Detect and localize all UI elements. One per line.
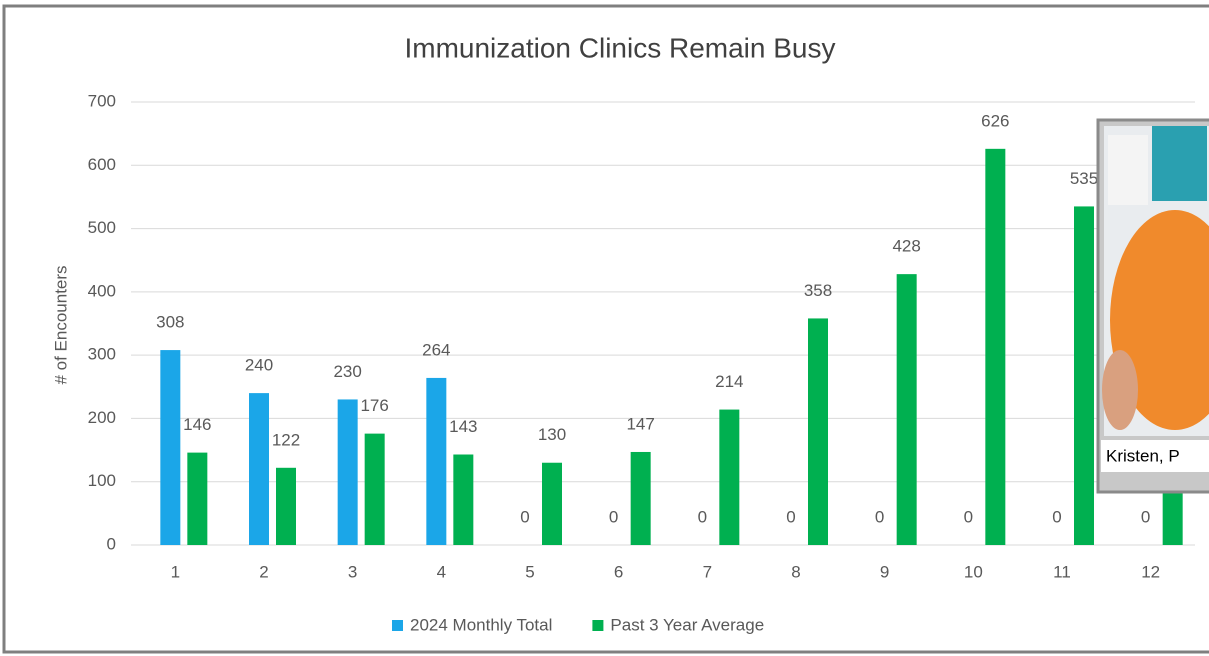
data-label: 0 [964, 507, 973, 526]
data-label: 0 [609, 507, 618, 526]
data-label: 0 [1052, 507, 1061, 526]
bar [1074, 206, 1094, 545]
y-tick-label: 400 [88, 281, 116, 300]
bar [453, 454, 474, 545]
data-label: 122 [272, 430, 300, 449]
bar [542, 462, 562, 545]
data-label: 143 [449, 417, 477, 436]
legend-label: 2024 Monthly Total [410, 615, 552, 634]
chart-title: Immunization Clinics Remain Busy [404, 32, 835, 63]
y-tick-label: 100 [88, 471, 116, 490]
y-tick-label: 500 [88, 218, 116, 237]
photo: Kristen, P [1096, 118, 1209, 494]
y-tick-label: 300 [88, 345, 116, 364]
x-tick-label: 7 [703, 562, 712, 581]
data-label: 0 [698, 507, 707, 526]
x-tick-label: 1 [171, 562, 180, 581]
legend-swatch [392, 620, 403, 631]
y-tick-label: 600 [88, 155, 116, 174]
data-label: 264 [422, 340, 450, 359]
bar [808, 318, 828, 545]
data-label: 535 [1070, 169, 1098, 188]
bar [249, 393, 269, 545]
bar [276, 467, 296, 545]
bar [426, 377, 447, 545]
data-label: 146 [183, 415, 211, 434]
legend-label: Past 3 Year Average [610, 615, 764, 634]
bar [985, 148, 1006, 545]
x-tick-label: 10 [964, 562, 983, 581]
x-tick-label: 5 [525, 562, 534, 581]
frame [2, 4, 1209, 654]
x-tick-label: 8 [791, 562, 800, 581]
data-label: 0 [786, 507, 795, 526]
bar [160, 350, 181, 545]
y-tick-label: 0 [107, 534, 116, 553]
data-label: 147 [626, 414, 654, 433]
plot-area: 0100200300400500600700130814622401223230… [88, 91, 1195, 634]
x-tick-label: 3 [348, 562, 357, 581]
data-label: 176 [360, 396, 388, 415]
x-tick-label: 11 [1053, 562, 1071, 581]
data-label: 358 [804, 281, 832, 300]
y-axis-label: # of Encounters [51, 265, 70, 384]
data-label: 0 [875, 507, 884, 526]
photo-caption: Kristen, P [1106, 446, 1180, 465]
bar [187, 452, 208, 545]
x-tick-label: 12 [1141, 562, 1160, 581]
y-tick-label: 200 [88, 408, 116, 427]
x-tick-label: 2 [259, 562, 268, 581]
data-label: 308 [156, 313, 184, 332]
data-label: 130 [538, 425, 566, 444]
data-label: 230 [333, 362, 361, 381]
bar [364, 433, 385, 545]
data-label: 0 [1141, 507, 1150, 526]
y-tick-label: 700 [88, 91, 116, 110]
x-tick-label: 9 [880, 562, 889, 581]
data-label: 214 [715, 372, 743, 391]
legend-swatch [592, 620, 604, 631]
bar [630, 451, 651, 545]
data-label: 240 [245, 356, 273, 375]
data-label: 626 [981, 111, 1009, 130]
x-tick-label: 6 [614, 562, 623, 581]
data-label: 0 [520, 507, 529, 526]
bar [896, 274, 917, 545]
bar [719, 409, 740, 545]
x-tick-label: 4 [437, 562, 446, 581]
bar [337, 399, 358, 545]
data-label: 428 [892, 237, 920, 256]
